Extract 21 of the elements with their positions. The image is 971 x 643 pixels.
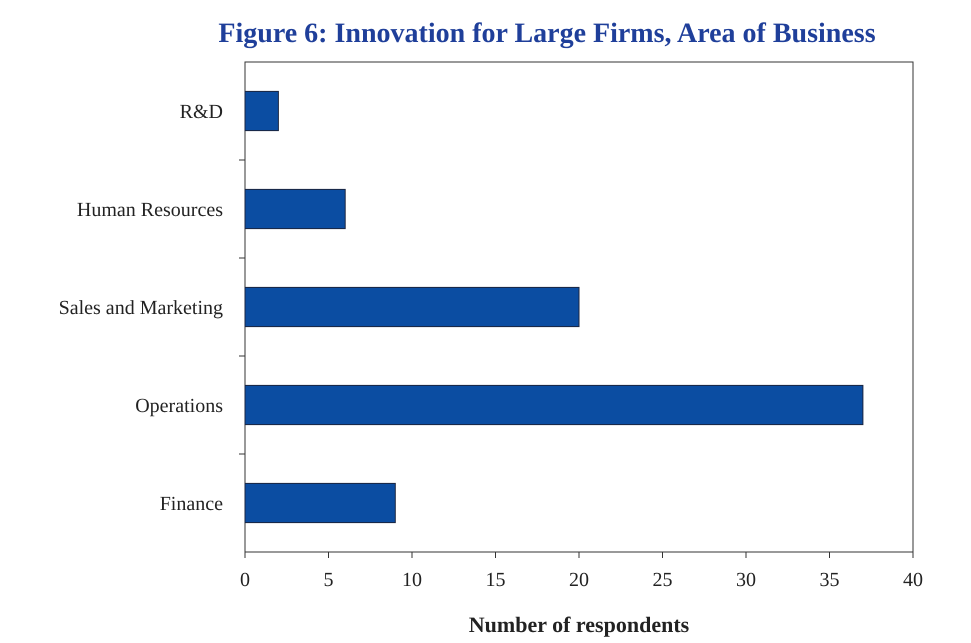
bar <box>244 384 864 426</box>
x-tick-label: 25 <box>652 569 672 591</box>
chart-title: Figure 6: Innovation for Large Firms, Area of Business <box>218 18 876 49</box>
bar <box>244 286 580 328</box>
y-tick-label: Operations <box>135 395 224 417</box>
x-tick-label: 40 <box>903 569 923 591</box>
y-tick-label: Finance <box>160 493 224 515</box>
bar <box>244 482 396 524</box>
y-tick-label: R&D <box>180 101 223 123</box>
bar <box>244 188 346 230</box>
x-tick-label: 30 <box>736 569 756 591</box>
x-tick-label: 20 <box>569 569 589 591</box>
y-tick-label: Human Resources <box>76 199 224 221</box>
x-axis-title: Number of respondents <box>468 612 690 637</box>
x-tick-label: 10 <box>402 569 422 591</box>
y-tick-label: Sales and Marketing <box>58 297 223 319</box>
x-tick-label: 15 <box>486 569 506 591</box>
x-tick-label: 5 <box>324 569 334 591</box>
x-tick-label: 0 <box>240 569 250 591</box>
x-tick-label: 35 <box>820 569 840 591</box>
bar <box>244 90 279 132</box>
